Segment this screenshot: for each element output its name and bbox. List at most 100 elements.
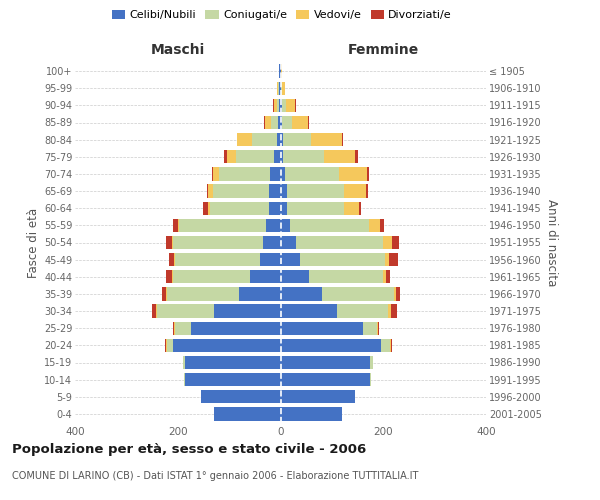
Bar <box>281 184 287 198</box>
Bar <box>157 304 214 318</box>
Bar <box>282 116 292 129</box>
Bar <box>208 184 212 198</box>
Bar <box>169 253 174 266</box>
Bar <box>277 133 281 146</box>
Bar <box>224 150 227 164</box>
Bar <box>184 373 185 386</box>
Bar <box>274 98 277 112</box>
Bar <box>383 236 392 249</box>
Bar <box>173 218 178 232</box>
Bar <box>367 167 370 180</box>
Bar <box>283 150 324 164</box>
Bar <box>173 270 250 283</box>
Bar <box>383 270 386 283</box>
Bar <box>173 322 174 335</box>
Bar <box>344 202 359 215</box>
Bar <box>385 253 389 266</box>
Bar <box>206 184 208 198</box>
Bar <box>280 98 281 112</box>
Bar <box>388 304 391 318</box>
Bar <box>281 373 370 386</box>
Bar <box>269 202 281 215</box>
Bar <box>281 82 282 95</box>
Bar <box>271 116 278 129</box>
Bar <box>281 133 283 146</box>
Bar <box>281 270 309 283</box>
Bar <box>282 82 284 95</box>
Bar <box>238 133 252 146</box>
Bar <box>208 202 210 215</box>
Bar <box>338 167 367 180</box>
Bar <box>175 253 260 266</box>
Bar <box>270 167 281 180</box>
Bar <box>274 150 281 164</box>
Bar <box>363 322 377 335</box>
Bar <box>281 407 342 420</box>
Bar <box>203 202 208 215</box>
Bar <box>292 116 308 129</box>
Bar <box>394 287 396 300</box>
Bar <box>309 270 383 283</box>
Bar <box>378 322 379 335</box>
Bar <box>287 202 344 215</box>
Bar <box>173 236 263 249</box>
Bar <box>163 287 166 300</box>
Bar <box>185 356 281 369</box>
Bar <box>210 202 269 215</box>
Bar <box>370 356 373 369</box>
Bar <box>391 304 397 318</box>
Bar <box>281 236 296 249</box>
Bar <box>281 322 363 335</box>
Bar <box>287 184 344 198</box>
Bar <box>380 338 390 352</box>
Bar <box>390 338 391 352</box>
Bar <box>263 116 265 129</box>
Text: COMUNE DI LARINO (CB) - Dati ISTAT 1° gennaio 2006 - Elaborazione TUTTITALIA.IT: COMUNE DI LARINO (CB) - Dati ISTAT 1° ge… <box>12 471 418 481</box>
Bar <box>308 116 309 129</box>
Bar <box>324 150 355 164</box>
Bar <box>185 373 281 386</box>
Bar <box>280 82 281 95</box>
Bar <box>283 133 311 146</box>
Bar <box>281 338 380 352</box>
Bar <box>344 184 366 198</box>
Bar <box>322 287 394 300</box>
Bar <box>380 218 384 232</box>
Bar <box>396 287 400 300</box>
Bar <box>386 270 390 283</box>
Bar <box>277 98 280 112</box>
Bar <box>252 133 277 146</box>
Bar <box>167 338 173 352</box>
Bar <box>174 253 175 266</box>
Bar <box>166 236 172 249</box>
Bar <box>281 167 284 180</box>
Bar <box>260 253 281 266</box>
Text: Maschi: Maschi <box>151 44 205 58</box>
Bar <box>269 184 281 198</box>
Bar <box>392 236 398 249</box>
Bar <box>281 253 300 266</box>
Bar <box>174 322 175 335</box>
Bar <box>281 218 290 232</box>
Bar <box>281 390 355 404</box>
Bar <box>166 287 167 300</box>
Bar <box>300 253 385 266</box>
Bar <box>281 202 287 215</box>
Bar <box>173 338 281 352</box>
Bar <box>179 218 266 232</box>
Bar <box>277 82 278 95</box>
Bar <box>278 116 281 129</box>
Bar <box>281 116 282 129</box>
Bar <box>227 150 236 164</box>
Bar <box>389 253 398 266</box>
Bar <box>290 218 370 232</box>
Bar <box>183 356 185 369</box>
Bar <box>377 322 378 335</box>
Bar <box>156 304 157 318</box>
Bar <box>296 236 383 249</box>
Bar <box>214 304 281 318</box>
Bar <box>359 202 361 215</box>
Bar <box>212 184 269 198</box>
Bar <box>214 407 281 420</box>
Bar <box>295 98 296 112</box>
